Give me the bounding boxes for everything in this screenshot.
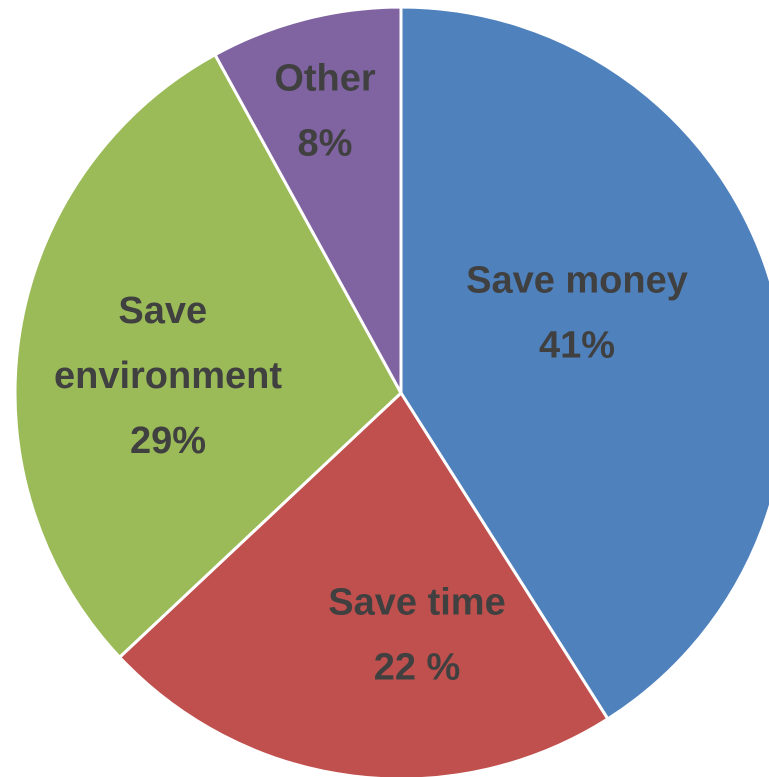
pie-slice [213,5,403,394]
value-label: 8% [298,123,353,165]
pie-slice [399,5,769,721]
category-label: Other [274,58,376,100]
value-label: 41% [539,325,615,367]
value-label: 22 % [374,647,461,689]
category-label: Save money [466,260,688,302]
pie-slice [13,52,403,660]
value-label: 29% [130,420,206,462]
category-label: Save environment [54,290,282,397]
pie-slice [117,390,610,777]
category-label: Save time [328,582,505,624]
